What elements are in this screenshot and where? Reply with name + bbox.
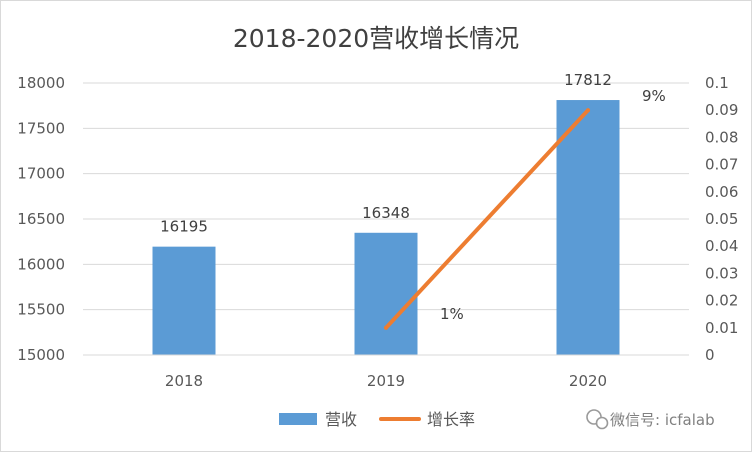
watermark-text: 微信号: icfalab: [610, 411, 715, 429]
left-tick-label: 15000: [17, 346, 65, 364]
right-tick-label: 0.01: [705, 319, 738, 337]
x-tick-label: 2019: [367, 372, 405, 390]
left-tick-label: 16500: [17, 210, 65, 228]
watermark: 微信号: icfalab: [586, 409, 715, 430]
growth-data-labels: 1% 9%: [440, 87, 666, 323]
right-tick-label: 0.1: [705, 74, 729, 92]
growth-point: [586, 108, 590, 113]
x-axis-ticks: 2018 2019 2020: [165, 372, 607, 390]
revenue-data-label: 16348: [362, 204, 410, 222]
revenue-data-label: 17812: [564, 71, 612, 89]
left-tick-label: 16000: [17, 255, 65, 273]
right-tick-label: 0.08: [705, 128, 738, 146]
right-tick-label: 0.05: [705, 210, 738, 228]
growth-data-label: 9%: [642, 87, 666, 105]
left-tick-label: 17000: [17, 165, 65, 183]
revenue-data-label: 16195: [160, 218, 208, 236]
growth-line: [384, 108, 590, 330]
right-axis-ticks: 0 0.01 0.02 0.03 0.04 0.05 0.06 0.07 0.08 0.09 0.1: [705, 74, 738, 364]
right-tick-label: 0: [705, 346, 715, 364]
left-tick-label: 18000: [17, 74, 65, 92]
left-axis-ticks: 15000 15500 16000 16500 17000 17500 18000: [17, 74, 65, 364]
legend-swatch-revenue: [279, 413, 317, 425]
left-tick-label: 17500: [17, 119, 65, 137]
right-tick-label: 0.04: [705, 237, 738, 255]
x-tick-label: 2018: [165, 372, 203, 390]
left-tick-label: 15500: [17, 301, 65, 319]
revenue-bar: [354, 232, 418, 355]
x-tick-label: 2020: [569, 372, 607, 390]
legend: 营收 增长率: [279, 410, 475, 429]
right-tick-label: 0.06: [705, 183, 738, 201]
growth-data-label: 1%: [440, 305, 464, 323]
wechat-icon: [586, 409, 609, 430]
revenue-data-labels: 16195 16348 17812: [160, 71, 612, 236]
right-tick-label: 0.03: [705, 264, 738, 282]
revenue-bar: [556, 100, 620, 355]
right-tick-label: 0.09: [705, 101, 738, 119]
growth-point: [384, 325, 388, 330]
revenue-bars: [152, 100, 620, 355]
legend-label-growth: 增长率: [427, 410, 475, 429]
chart-title: 2018-2020营收增长情况: [233, 24, 519, 53]
growth-line-series: [384, 108, 590, 330]
right-tick-label: 0.02: [705, 292, 738, 310]
revenue-bar: [152, 246, 216, 355]
legend-label-revenue: 营收: [325, 410, 357, 429]
right-tick-label: 0.07: [705, 156, 738, 174]
